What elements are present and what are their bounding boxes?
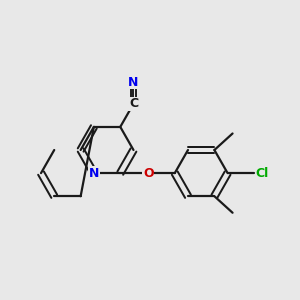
Text: Cl: Cl [256, 167, 269, 180]
Text: N: N [89, 167, 99, 180]
Text: O: O [143, 167, 154, 180]
Text: N: N [128, 76, 139, 89]
Text: C: C [129, 97, 138, 110]
